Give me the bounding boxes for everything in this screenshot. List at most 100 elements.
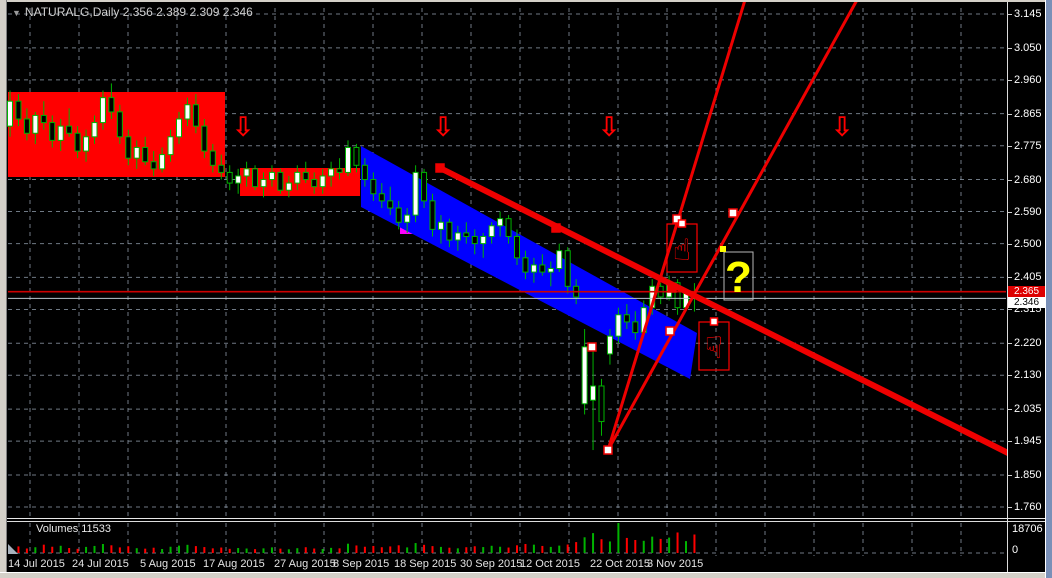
volume-bar: [211, 548, 214, 553]
downtrend-line-handle[interactable]: [667, 283, 677, 293]
time-axis-label: 3 Nov 2015: [647, 558, 704, 570]
candle-body: [49, 122, 56, 141]
volume-bar: [406, 547, 409, 553]
volume-bar: [25, 548, 28, 553]
candle-body: [404, 214, 411, 223]
candle-body: [7, 100, 13, 127]
volume-bar: [668, 537, 671, 553]
red-zone-1[interactable]: [8, 92, 225, 177]
price-axis-label: 2.220: [1014, 337, 1042, 350]
candle-body: [514, 235, 520, 259]
volume-bar: [600, 539, 603, 553]
downtrend-line-handle[interactable]: [435, 163, 445, 173]
thumb-up-stamp-handle[interactable]: [677, 219, 687, 228]
alert-price-tag: 2.365: [1008, 286, 1045, 297]
candle-body: [32, 114, 39, 134]
uptrend-line-1-handle[interactable]: [672, 214, 682, 224]
uptrend-line-2-handle[interactable]: [665, 326, 675, 336]
volume-bar: [380, 547, 383, 553]
volume-bar: [490, 545, 493, 553]
candle-body: [176, 118, 182, 138]
thumb-down-stamp-handle[interactable]: [709, 317, 719, 326]
volume-bar: [296, 548, 299, 553]
volume-bar: [347, 543, 349, 553]
price-axis-label: 1.850: [1014, 468, 1042, 481]
volume-bar: [608, 541, 611, 553]
candle-body: [159, 154, 166, 170]
price-axis-label: 2.035: [1014, 403, 1042, 416]
sell-arrow-icon[interactable]: ⇩: [831, 112, 854, 143]
candle-body: [15, 100, 22, 120]
candle-body: [353, 146, 360, 166]
volume-bar: [482, 547, 485, 553]
thumb-up-stamp-icon[interactable]: ☝: [673, 233, 691, 268]
price-axis-separator: [1007, 2, 1008, 572]
blue-descending-channel[interactable]: [361, 146, 697, 379]
uptrend-line-1[interactable]: [606, 0, 747, 451]
volume-bar: [659, 538, 662, 553]
thumb-down-stamp-icon[interactable]: ☟: [705, 331, 723, 366]
candle-body: [480, 235, 487, 245]
window-scrollbar-strip[interactable]: [1045, 0, 1052, 578]
pane-separator[interactable]: [7, 518, 1045, 522]
volume-bar: [186, 544, 189, 553]
candle-body: [184, 104, 191, 120]
price-axis-label: 3.145: [1014, 8, 1042, 20]
candle-body: [133, 146, 140, 159]
volume-bar: [262, 548, 265, 553]
chart-plot-area[interactable]: ⇩ ⇩ ⇩ ⇩ ☝ ☟?: [0, 0, 1007, 572]
candle-body: [590, 385, 597, 401]
candle-body: [116, 111, 123, 138]
volume-bar: [372, 545, 375, 553]
sell-arrow-icon[interactable]: ⇩: [598, 112, 621, 143]
pane-resize-grip[interactable]: [8, 544, 18, 554]
candle-body: [598, 385, 605, 423]
candle-body: [23, 118, 30, 134]
candle-body: [74, 132, 81, 152]
candle-body: [497, 218, 504, 227]
collapse-triangle-icon[interactable]: ▼: [12, 8, 21, 18]
downtrend-line-handle[interactable]: [551, 223, 561, 233]
price-axis-tick: [1007, 79, 1012, 81]
sell-arrow-icon[interactable]: ⇩: [232, 112, 255, 143]
volume-bar: [85, 546, 88, 553]
candle-body: [277, 171, 284, 191]
volumes-indicator-label: Volumes 11533: [36, 523, 112, 535]
candle-body: [463, 232, 470, 237]
volume-bar: [42, 544, 45, 553]
candle-body: [564, 250, 571, 287]
bid-price-tag: 2.346: [1008, 297, 1045, 308]
volume-bar: [304, 547, 307, 553]
candle-body: [412, 171, 419, 216]
uptrend-line-2[interactable]: [606, 0, 859, 451]
downtrend-line[interactable]: [438, 165, 1007, 456]
time-axis-label: 14 Jul 2015: [8, 558, 65, 570]
price-axis-tick: [1007, 441, 1012, 443]
question-mark-anchor[interactable]: [720, 246, 726, 252]
volume-bar: [178, 545, 180, 553]
price-axis-label: 1.945: [1014, 435, 1042, 448]
sell-arrow-icon[interactable]: ⇩: [432, 112, 455, 143]
candle-body: [547, 268, 554, 273]
time-axis-label: 24 Jul 2015: [72, 558, 129, 570]
volume-bar: [270, 547, 273, 553]
volume-bar: [51, 546, 54, 553]
candle-body: [57, 125, 64, 141]
question-mark-icon[interactable]: ?: [725, 253, 752, 302]
volume-bar: [93, 545, 96, 553]
volume-bar: [541, 545, 544, 553]
volume-bar: [330, 547, 333, 553]
uptrend-line-2-handle[interactable]: [603, 445, 613, 455]
uptrend-line-2-handle[interactable]: [728, 208, 738, 218]
question-mark-box[interactable]: [723, 251, 754, 301]
time-axis-label: 30 Sep 2015: [460, 558, 523, 570]
chart-title: ▼ NATURALG,Daily 2.356 2.389 2.309 2.346: [12, 5, 253, 19]
volume-bar: [431, 546, 434, 553]
uptrend-line-1-handle[interactable]: [587, 342, 597, 352]
candle-body: [285, 182, 292, 191]
candle-body: [370, 179, 377, 195]
candle-body: [142, 146, 149, 163]
volume-bar: [499, 546, 502, 553]
volume-bar: [245, 548, 248, 553]
candle-body: [226, 171, 233, 184]
